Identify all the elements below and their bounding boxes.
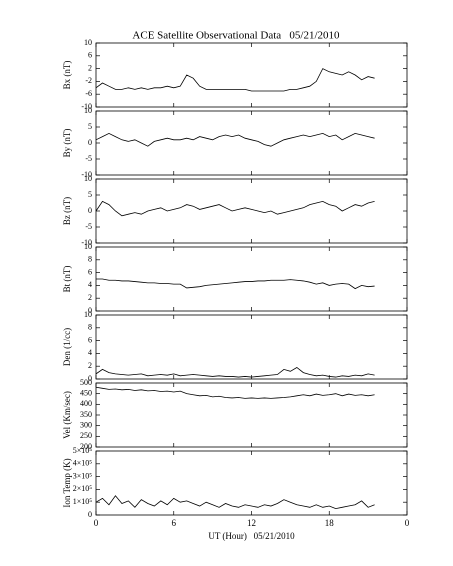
y-tick-label: 10 bbox=[84, 174, 92, 183]
y-axis-label: By (nT) bbox=[62, 129, 72, 158]
data-line bbox=[96, 278, 375, 290]
y-tick-label: 4×10⁵ bbox=[73, 459, 93, 468]
y-tick-label: 300 bbox=[80, 420, 92, 429]
y-tick-label: 8 bbox=[88, 255, 92, 264]
y-tick-label: 5 bbox=[88, 122, 92, 131]
x-tick-label: 6 bbox=[172, 518, 177, 528]
y-tick-label: -10 bbox=[81, 238, 92, 247]
y-tick-label: 400 bbox=[80, 399, 92, 408]
x-tick-label: 0 bbox=[405, 518, 410, 528]
y-tick-label: 0 bbox=[88, 510, 92, 519]
x-tick-label: 0 bbox=[94, 518, 99, 528]
y-tick-label: 10 bbox=[84, 106, 92, 115]
y-tick-label: 0 bbox=[88, 374, 92, 383]
y-tick-label: -5 bbox=[85, 222, 92, 231]
x-tick-label: 18 bbox=[325, 518, 335, 528]
data-line bbox=[95, 366, 375, 378]
y-tick-label: 1×10⁵ bbox=[73, 497, 93, 506]
y-tick-label: 6 bbox=[88, 51, 92, 60]
y-tick-label: 10 bbox=[84, 38, 92, 47]
y-tick-label: 8 bbox=[88, 323, 92, 332]
y-tick-label: -6 bbox=[85, 89, 92, 98]
y-tick-label: 3×10⁵ bbox=[73, 471, 93, 480]
y-tick-label: 0 bbox=[88, 138, 92, 147]
y-tick-label: 10 bbox=[84, 310, 92, 319]
data-line bbox=[95, 495, 375, 510]
x-axis-label: UT (Hour) 05/21/2010 bbox=[208, 531, 295, 541]
y-tick-label: -10 bbox=[81, 170, 92, 179]
y-tick-label: 0 bbox=[88, 306, 92, 315]
y-tick-label: 4 bbox=[88, 280, 92, 289]
chart-title: ACE Satellite Observational Data 05/21/2… bbox=[132, 30, 340, 42]
y-tick-label: 2 bbox=[88, 293, 92, 302]
data-line bbox=[95, 386, 375, 399]
y-tick-label: 10 bbox=[84, 242, 92, 251]
y-tick-label: 2×10⁵ bbox=[73, 484, 93, 493]
y-tick-label: 450 bbox=[80, 388, 92, 397]
y-tick-label: 2 bbox=[88, 361, 92, 370]
y-tick-label: 500 bbox=[80, 378, 92, 387]
y-axis-label: Bz (nT) bbox=[62, 197, 72, 225]
y-tick-label: -5 bbox=[85, 154, 92, 163]
y-tick-label: -2 bbox=[85, 76, 92, 85]
y-tick-label: 0 bbox=[88, 206, 92, 215]
y-tick-label: 5 bbox=[88, 190, 92, 199]
y-axis-label: Den (1/cc) bbox=[62, 328, 72, 366]
y-tick-label: 6 bbox=[88, 335, 92, 344]
y-tick-label: 6 bbox=[88, 267, 92, 276]
y-axis-label: Bx (nT) bbox=[62, 61, 72, 90]
y-tick-label: 2 bbox=[88, 63, 92, 72]
y-tick-label: 200 bbox=[80, 442, 92, 451]
x-tick-label: 12 bbox=[247, 518, 256, 528]
y-tick-label: 250 bbox=[80, 431, 92, 440]
y-tick-label: 4 bbox=[88, 348, 92, 357]
y-axis-label: Bt (nT) bbox=[62, 266, 72, 293]
data-line bbox=[95, 132, 375, 147]
data-line bbox=[95, 68, 375, 92]
y-tick-label: -10 bbox=[81, 102, 92, 111]
y-tick-label: 350 bbox=[80, 410, 92, 419]
y-axis-label: Ion Temp (K) bbox=[62, 458, 72, 507]
y-axis-label: Vel (Km/sec) bbox=[62, 391, 72, 439]
data-line bbox=[95, 200, 375, 217]
y-tick-label: 5×10⁵ bbox=[73, 446, 93, 455]
